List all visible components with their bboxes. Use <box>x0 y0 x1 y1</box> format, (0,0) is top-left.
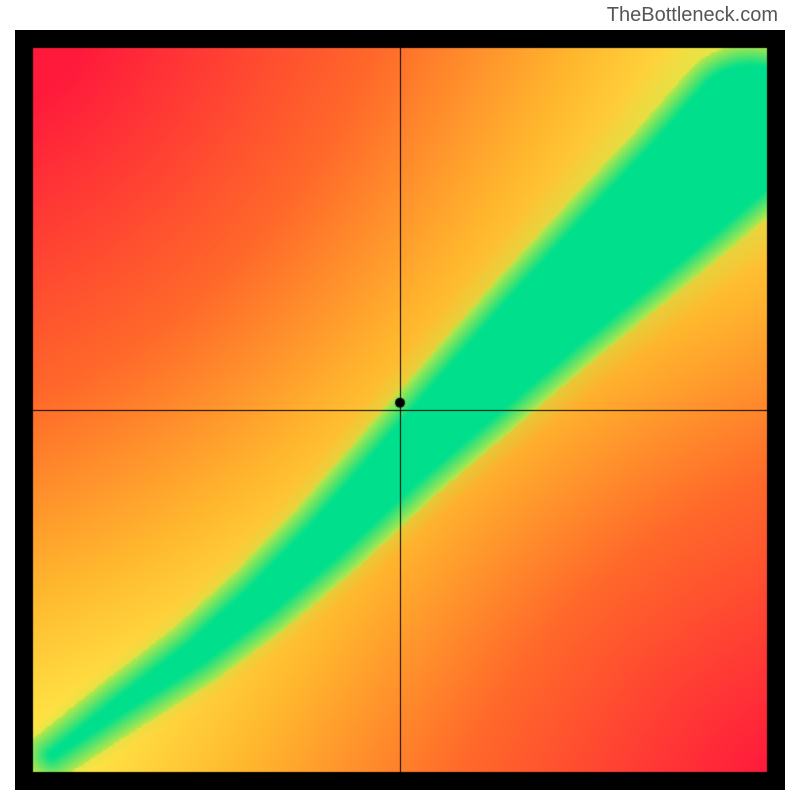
bottleneck-heatmap <box>15 30 785 790</box>
heatmap-canvas <box>15 30 785 790</box>
watermark: TheBottleneck.com <box>607 4 778 27</box>
